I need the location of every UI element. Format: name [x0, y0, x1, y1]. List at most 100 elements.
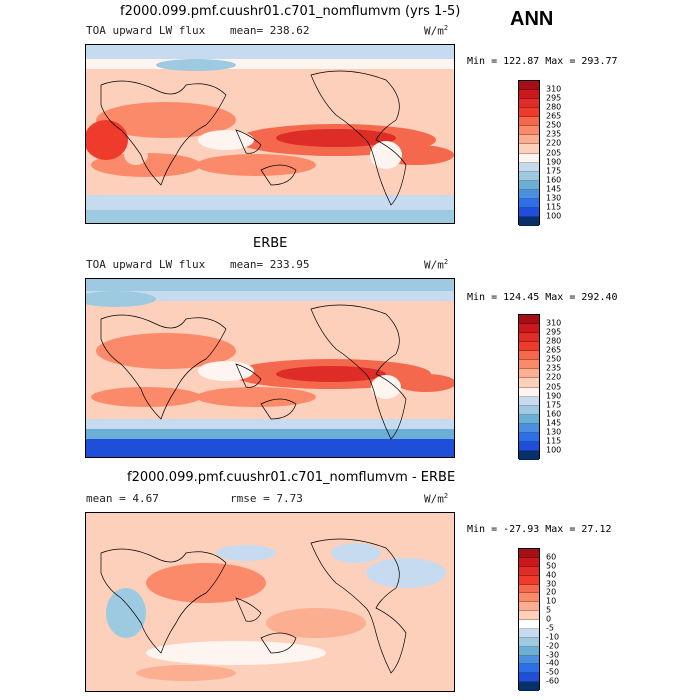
colorbar-cell: [519, 646, 539, 656]
colorbar-cell: [519, 602, 539, 612]
colorbar-tick-label: 190: [546, 157, 562, 167]
colorbar-cell: [519, 360, 539, 370]
colorbar-tick-label: 280: [546, 336, 562, 346]
panel2-map: [85, 278, 455, 458]
colorbar-tick-label: 145: [546, 184, 562, 194]
panel3-rmse-label: rmse = 7.73: [230, 492, 303, 505]
panel3-units: W/m2: [424, 492, 449, 506]
panel2-title: ERBE: [253, 236, 288, 251]
colorbar-tick-label: 250: [546, 354, 562, 364]
colorbar-tick-label: 20: [546, 587, 557, 597]
colorbar-tick-label: 145: [546, 418, 562, 428]
colorbar-tick-label: 265: [546, 111, 562, 121]
colorbar-cell: [519, 593, 539, 603]
colorbar-tick-label: 175: [546, 400, 562, 410]
colorbar-cell: [519, 584, 539, 594]
colorbar-cell: [519, 90, 539, 100]
colorbar-cell: [519, 673, 539, 683]
colorbar-cell: [519, 557, 539, 567]
colorbar-tick-label: 115: [546, 436, 562, 446]
colorbar-cell: [519, 450, 539, 460]
colorbar-cell: [519, 126, 539, 136]
panel2-minmax: Min = 124.45 Max = 292.40: [467, 292, 618, 303]
colorbar-cell: [519, 333, 539, 343]
colorbar-tick-label: 265: [546, 345, 562, 355]
panel1-variable-label: TOA upward LW flux: [86, 24, 206, 37]
panel2-colorbar: [518, 314, 540, 460]
colorbar-cell: [519, 171, 539, 181]
colorbar-tick-label: 60: [546, 552, 557, 562]
colorbar-cell: [519, 405, 539, 415]
panel2-mean-label: mean= 233.95: [230, 258, 310, 271]
colorbar-cell: [519, 81, 539, 91]
colorbar-cell: [519, 549, 539, 558]
colorbar-tick-label: 205: [546, 382, 562, 391]
colorbar-cell: [519, 387, 539, 397]
colorbar-cell: [519, 637, 539, 647]
panel1-units: W/m2: [424, 24, 449, 38]
colorbar-tick-label: 235: [546, 129, 562, 139]
colorbar-cell: [519, 441, 539, 451]
colorbar-cell: [519, 342, 539, 352]
colorbar-cell: [519, 207, 539, 217]
panel1-minmax: Min = 122.87 Max = 293.77: [467, 56, 618, 67]
colorbar-cell: [519, 99, 539, 109]
colorbar-cell: [519, 162, 539, 172]
colorbar-cell: [519, 628, 539, 638]
colorbar-tick-label: -20: [546, 641, 560, 651]
colorbar-cell: [519, 117, 539, 127]
colorbar-tick-label: 280: [546, 102, 562, 112]
colorbar-tick-label: 100: [546, 445, 562, 455]
colorbar-cell: [519, 655, 539, 665]
panel1-map: [85, 44, 455, 224]
colorbar-tick-label: 220: [546, 372, 562, 382]
colorbar-cell: [519, 351, 539, 361]
colorbar-tick-label: 115: [546, 202, 562, 212]
colorbar-tick-label: 220: [546, 138, 562, 148]
colorbar-cell: [519, 216, 539, 226]
colorbar-tick-label: 30: [546, 579, 557, 588]
panel1-title: f2000.099.pmf.cuushr01.c701_nomflumvm (y…: [120, 4, 461, 19]
panel2-units: W/m2: [424, 258, 449, 272]
colorbar-tick-label: -60: [546, 676, 560, 686]
colorbar-tick-label: 295: [546, 327, 562, 337]
colorbar-tick-label: 0: [546, 614, 552, 624]
colorbar-cell: [519, 315, 539, 325]
colorbar-cell: [519, 575, 539, 585]
colorbar-tick-label: -10: [546, 632, 560, 642]
colorbar-cell: [519, 396, 539, 406]
colorbar-tick-label: 310: [546, 318, 562, 328]
colorbar-tick-label: 10: [546, 596, 557, 606]
colorbar-tick-label: 40: [546, 570, 557, 580]
colorbar-cell: [519, 198, 539, 208]
panel1-colorbar: [518, 80, 540, 226]
colorbar-tick-label: -50: [546, 667, 560, 677]
colorbar-cell: [519, 566, 539, 576]
colorbar-cell: [519, 432, 539, 442]
colorbar-tick-label: 100: [546, 211, 562, 221]
colorbar-cell: [519, 682, 539, 691]
colorbar-tick-label: 160: [546, 409, 562, 419]
colorbar-tick-label: 235: [546, 363, 562, 373]
colorbar-tick-label: 295: [546, 93, 562, 103]
colorbar-cell: [519, 369, 539, 379]
colorbar-tick-label: 250: [546, 120, 562, 130]
colorbar-cell: [519, 611, 539, 620]
colorbar-cell: [519, 108, 539, 118]
colorbar-cell: [519, 378, 539, 388]
panel1-mean-label: mean= 238.62: [230, 24, 310, 37]
colorbar-cell: [519, 153, 539, 163]
panel3-mean-label: mean = 4.67: [86, 492, 159, 505]
colorbar-tick-label: 50: [546, 561, 557, 571]
colorbar-tick-label: -40: [546, 658, 560, 668]
colorbar-cell: [519, 324, 539, 334]
colorbar-cell: [519, 664, 539, 674]
panel3-colorbar: [518, 548, 540, 691]
panel2-variable-label: TOA upward LW flux: [86, 258, 206, 271]
colorbar-tick-label: 205: [546, 148, 562, 157]
colorbar-tick-label: -30: [546, 650, 560, 659]
panel3-map: [85, 512, 455, 692]
colorbar-cell: [519, 135, 539, 145]
colorbar-tick-label: 190: [546, 391, 562, 401]
colorbar-tick-label: 130: [546, 427, 562, 437]
